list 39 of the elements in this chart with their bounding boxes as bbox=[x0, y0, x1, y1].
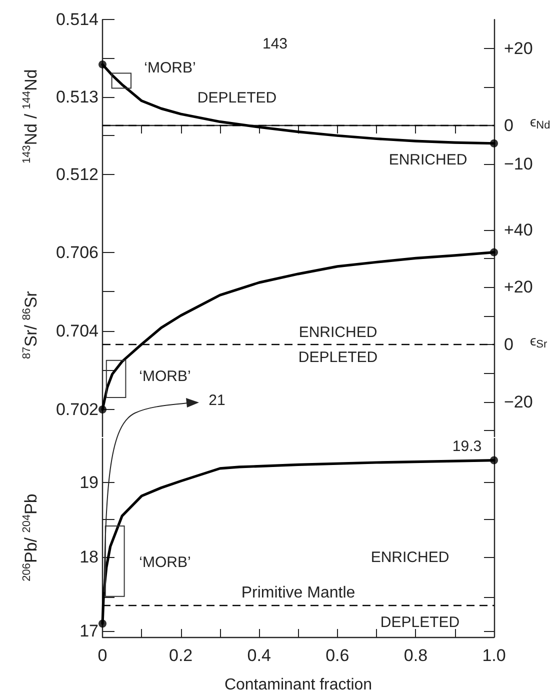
y2-tick-label: +40 bbox=[504, 220, 533, 240]
y-tick-label: 0.513 bbox=[56, 87, 98, 106]
y-tick-label: 0.512 bbox=[56, 164, 98, 184]
annotation: DEPLETED bbox=[197, 90, 277, 106]
y-axis-title: 143Nd / 144Nd bbox=[21, 69, 40, 164]
x-tick-label: 1.0 bbox=[482, 646, 506, 665]
y-axis-title: 206Pb/ 204Pb bbox=[21, 493, 40, 582]
ref-line-label: Primitive Mantle bbox=[241, 584, 356, 602]
x-axis-title: Contaminant fraction bbox=[224, 676, 372, 694]
y2-tick-label: −20 bbox=[504, 392, 533, 412]
y-tick-label: 19 bbox=[80, 472, 98, 492]
annotation: ‘MORB’ bbox=[139, 553, 191, 570]
y2-tick-label: +20 bbox=[504, 38, 533, 58]
annotation: ‘MORB’ bbox=[144, 60, 196, 76]
y-tick-label: 17 bbox=[80, 621, 98, 640]
y-tick-label: 0.704 bbox=[56, 322, 98, 341]
y-tick-label: 18 bbox=[80, 546, 98, 566]
x-tick-label: 0.8 bbox=[404, 646, 428, 665]
y-tick-label: 0.514 bbox=[56, 10, 98, 30]
annotation: 19.3 bbox=[452, 437, 482, 454]
x-tick-label: 0.6 bbox=[326, 646, 350, 665]
annotation: ENRICHED bbox=[298, 324, 378, 342]
y-axis-title: 87Sr/ 86Sr bbox=[21, 291, 40, 360]
y2-tick-label: 0 bbox=[504, 116, 514, 136]
annotation: DEPLETED bbox=[380, 613, 460, 630]
y-tick-label: 0.706 bbox=[56, 243, 98, 262]
y2-tick-label: 0 bbox=[504, 335, 514, 354]
annotation: DEPLETED bbox=[298, 349, 378, 366]
y-tick-label: 0.702 bbox=[56, 400, 98, 420]
x-tick-label: 0 bbox=[98, 646, 108, 665]
annotation: ENRICHED bbox=[388, 152, 468, 168]
x-tick-label: 0.2 bbox=[168, 646, 193, 665]
annotation: 21 bbox=[208, 392, 226, 410]
annotation: ENRICHED bbox=[370, 548, 450, 566]
annotation: 143 bbox=[262, 36, 288, 52]
x-tick-label: 0.4 bbox=[247, 646, 271, 665]
y2-tick-label: +20 bbox=[504, 278, 533, 298]
annotation: ‘MORB’ bbox=[139, 368, 191, 386]
y2-tick-label: −10 bbox=[504, 154, 533, 174]
